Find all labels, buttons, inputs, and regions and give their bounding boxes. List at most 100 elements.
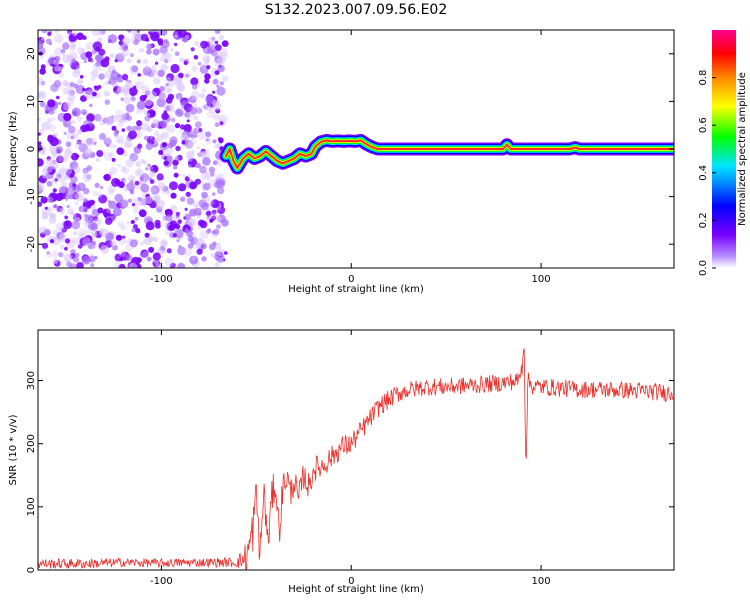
noise-speck [137, 49, 142, 53]
noise-speck [142, 58, 148, 64]
noise-speck [199, 220, 208, 229]
noise-speck [207, 37, 216, 46]
noise-speck [98, 132, 106, 141]
snr-xtick-label: 100 [532, 576, 551, 587]
noise-speck [125, 158, 134, 168]
noise-speck [79, 237, 88, 246]
noise-speck [40, 64, 46, 70]
noise-speck [39, 68, 46, 75]
noise-speck [198, 45, 202, 49]
noise-speck [145, 221, 155, 231]
noise-speck [71, 58, 77, 64]
noise-speck [38, 201, 43, 207]
noise-speck [175, 145, 181, 152]
noise-speck [179, 124, 186, 130]
snr-frame [37, 329, 675, 571]
noise-speck [91, 231, 98, 237]
noise-speck [140, 241, 145, 246]
noise-speck [67, 93, 76, 102]
noise-speck [62, 42, 70, 50]
noise-speck [206, 215, 211, 219]
noise-speck [152, 69, 157, 74]
noise-speck [177, 72, 184, 79]
noise-speck [54, 34, 64, 44]
noise-speck [219, 121, 224, 126]
snr-xtick-label: 0 [348, 576, 354, 587]
noise-speck [159, 30, 168, 36]
noise-speck [67, 190, 74, 196]
noise-speck [92, 91, 97, 97]
noise-speck [189, 106, 198, 115]
noise-speck [47, 99, 56, 108]
noise-speck [205, 104, 212, 112]
noise-speck [218, 137, 224, 143]
noise-speck [58, 252, 64, 258]
noise-speck [72, 230, 78, 236]
noise-speck [206, 198, 215, 206]
noise-speck [93, 141, 97, 145]
noise-speck [108, 76, 117, 85]
noise-speck [98, 48, 106, 56]
noise-speck [166, 87, 173, 94]
heatmap-xtick-label: 0 [348, 274, 354, 285]
noise-speck [110, 115, 115, 119]
noise-speck [194, 40, 199, 46]
noise-speck [158, 249, 163, 254]
noise-speck [188, 164, 192, 168]
noise-speck [175, 211, 180, 216]
noise-speck [110, 82, 116, 87]
noise-speck [121, 128, 126, 132]
noise-speck [166, 124, 176, 133]
noise-speck [197, 130, 207, 140]
noise-speck [210, 172, 215, 177]
noise-speck [149, 179, 155, 185]
noise-speck [115, 234, 122, 241]
noise-speck [74, 201, 79, 207]
noise-speck [152, 48, 160, 56]
noise-speck [131, 125, 137, 131]
noise-speck [113, 145, 117, 149]
noise-speck [214, 44, 222, 51]
noise-speck [62, 87, 70, 95]
noise-speck [206, 149, 210, 153]
noise-speck [38, 141, 42, 145]
noise-speck [155, 61, 159, 65]
noise-speck [84, 137, 94, 148]
noise-speck [38, 92, 41, 98]
heatmap-xtick-label: 100 [532, 274, 551, 285]
noise-speck [90, 263, 95, 268]
noise-speck [184, 213, 192, 221]
noise-speck [48, 124, 57, 133]
noise-speck [136, 171, 141, 175]
noise-speck [186, 115, 191, 120]
noise-speck [146, 43, 153, 50]
noise-speck [114, 90, 120, 96]
noise-speck [69, 263, 77, 268]
noise-speck [149, 110, 156, 117]
noise-speck [58, 176, 66, 183]
noise-speck [97, 85, 102, 89]
noise-speck [209, 40, 217, 48]
snr-xtick-label: -100 [150, 576, 173, 587]
noise-speck [217, 248, 226, 257]
noise-speck [84, 214, 94, 224]
noise-speck [131, 228, 136, 233]
colorbar-ticks: 0.0 0.2 0.4 0.6 0.8 [698, 70, 716, 276]
noise-speck [64, 215, 69, 220]
noise-speck [172, 76, 182, 86]
noise-speck [132, 206, 141, 214]
noise-speck [86, 138, 93, 145]
noise-speck [128, 262, 138, 268]
noise-speck [210, 199, 220, 209]
noise-speck [150, 31, 160, 42]
noise-speck [194, 237, 204, 247]
noise-speck [58, 72, 65, 78]
noise-speck [139, 253, 144, 257]
ridge-core [225, 139, 674, 169]
noise-speck [79, 144, 83, 149]
noise-speck [100, 245, 110, 254]
noise-speck [111, 69, 116, 74]
noise-speck [196, 107, 203, 114]
noise-speck [146, 256, 152, 262]
noise-speck [67, 119, 73, 126]
